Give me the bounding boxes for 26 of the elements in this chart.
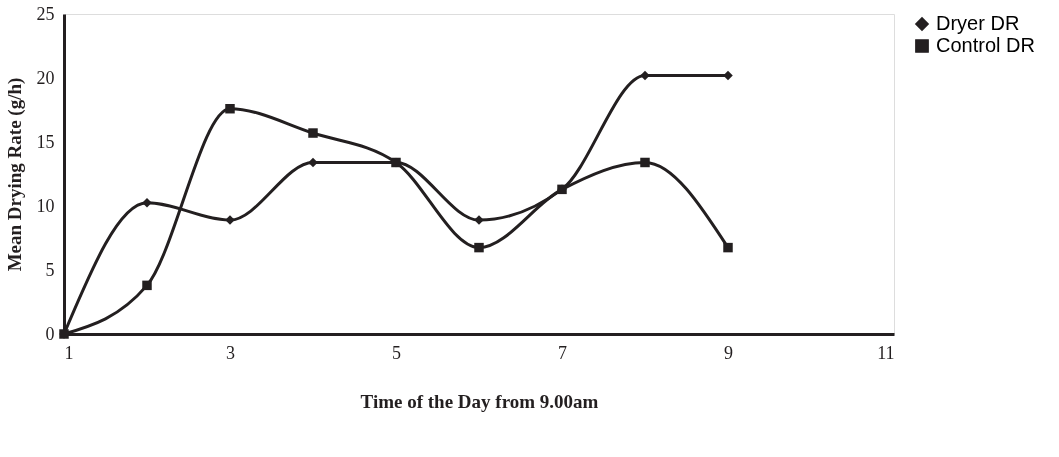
y-tick-label: 25	[36, 3, 55, 24]
x-tick-label: 11	[877, 342, 895, 363]
x-tick-label: 7	[558, 342, 567, 363]
point	[391, 157, 401, 168]
y-tick-label: 10	[36, 195, 55, 216]
y-tick-label: 20	[36, 67, 55, 88]
x-tick-label: 5	[392, 342, 401, 363]
x-axis-title: Time of the Day from 9.00am	[360, 390, 599, 412]
y-tick-label: 0	[45, 323, 55, 344]
point	[225, 103, 235, 114]
legend-label: Control DR	[936, 34, 1035, 56]
point	[723, 70, 733, 81]
x-tick-label: 1	[64, 342, 74, 363]
point	[142, 280, 152, 291]
point	[474, 242, 484, 253]
point	[640, 157, 650, 168]
legend-label: Dryer DR	[936, 12, 1020, 34]
x-tick-label: 9	[724, 342, 733, 363]
x-tick-label: 3	[226, 342, 235, 363]
point	[308, 157, 318, 168]
point	[640, 70, 650, 81]
y-axis-title: Mean Drying Rate (g/h)	[3, 77, 26, 272]
y-tick-label: 15	[36, 131, 55, 152]
point	[308, 128, 318, 138]
point	[723, 242, 733, 253]
y-tick-label: 5	[45, 259, 55, 280]
